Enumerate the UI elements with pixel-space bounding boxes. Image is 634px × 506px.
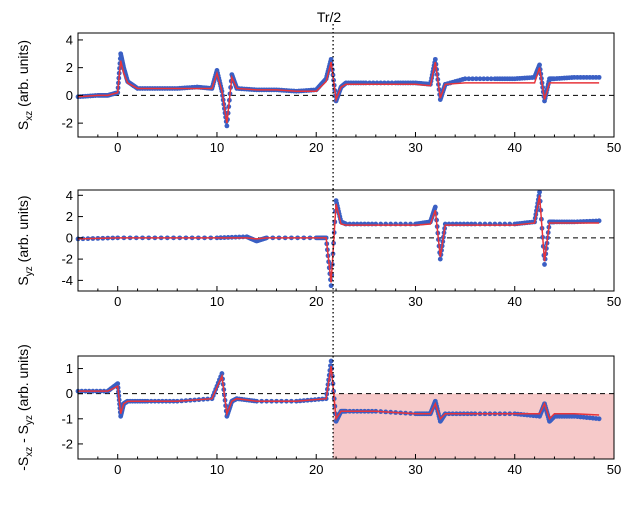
x-tick-label: 20 [309,294,323,309]
data-point [328,358,334,364]
x-tick-label: 20 [309,462,323,477]
y-tick-label: -1 [61,411,73,426]
panel-b: 0 10 20 30 40 50 -4 -2 0 2 4 Syz (arb. units) [15,188,621,309]
y-tick-label: 4 [66,32,73,47]
x-tick-label: 40 [508,462,522,477]
axes-frame [77,32,615,138]
fit-line [77,60,600,124]
y-tick-label: 2 [66,60,73,75]
data-point [596,416,602,422]
y-axis-label-part: (arb. units) [15,195,31,266]
y-tick-label: -4 [61,273,73,288]
y-tick-label: 0 [66,386,73,401]
data-point [115,381,121,387]
y-tick-label: 0 [66,88,73,103]
data-point [542,262,547,267]
x-tick-label: 0 [114,140,121,155]
x-tick-label: 10 [210,140,224,155]
y-tick-label: 4 [66,188,73,203]
y-tick-label: -2 [61,252,73,267]
data-point [328,283,334,289]
data-point [477,76,483,82]
y-tick-label: -2 [61,116,73,131]
data-point [328,56,334,62]
x-tick-label: 50 [607,140,621,155]
data-point [470,76,475,82]
x-tick-label: 30 [408,462,422,477]
x-tick-label: 20 [309,140,323,155]
data-series [75,189,602,289]
x-tick-label: 30 [408,140,422,155]
y-axis-label-part: xz [24,447,35,457]
x-tick-label: 10 [210,462,224,477]
x-tick-label: 30 [408,294,422,309]
figure-title: Tr/2 [317,9,342,25]
data-point [537,62,542,68]
y-axis-label-part: S [15,121,31,130]
data-point [488,76,494,82]
data-point [473,76,479,82]
data-point [466,76,472,82]
y-axis-label-part: yz [24,266,35,276]
y-tick-label: 1 [66,361,73,376]
y-tick-label: -2 [61,436,73,451]
data-point [485,76,490,82]
data-point [432,56,438,62]
y-axis-label-part: xz [24,111,35,121]
x-tick-label: 0 [114,462,121,477]
x-tick-label: 10 [210,294,224,309]
y-tick-label: 0 [66,230,73,245]
data-point [537,189,542,195]
data-point [481,76,487,82]
fit-line [77,195,600,283]
axes-frame [77,355,615,460]
x-tick-label: 40 [508,294,522,309]
x-tick-label: 50 [607,462,621,477]
data-point [596,74,602,80]
y-axis-label-part: S [15,276,31,285]
panel-a: 0 10 20 30 40 50 -2 0 2 4 Sxz (arb. units) [15,32,621,155]
x-tick-label: 40 [508,140,522,155]
x-tick-label: 50 [607,294,621,309]
panel-c: 0 10 20 30 40 50 -2 -1 0 1 -Sxz - Syz (arb. units) [15,344,621,477]
y-axis-label-part: (arb. units) [15,40,31,111]
y-axis-label: -Sxz - Syz (arb. units) [15,344,35,471]
data-series [75,51,602,129]
data-point [432,204,438,210]
shaded-region [333,393,614,459]
y-axis-label: Sxz (arb. units) [15,40,35,130]
data-point [219,371,225,376]
y-axis-label-part: - S [15,425,31,447]
y-tick-label: 2 [66,209,73,224]
y-axis-label-part: -S [15,457,31,471]
y-axis-label: Syz (arb. units) [15,195,35,285]
data-point [462,76,468,82]
axes-frame [77,189,615,292]
data-point [596,218,602,224]
x-tick-label: 0 [114,294,121,309]
data-point [224,123,230,129]
y-axis-label-part: (arb. units) [15,344,31,415]
y-axis-label-part: yz [24,415,35,425]
data-point [437,256,443,262]
